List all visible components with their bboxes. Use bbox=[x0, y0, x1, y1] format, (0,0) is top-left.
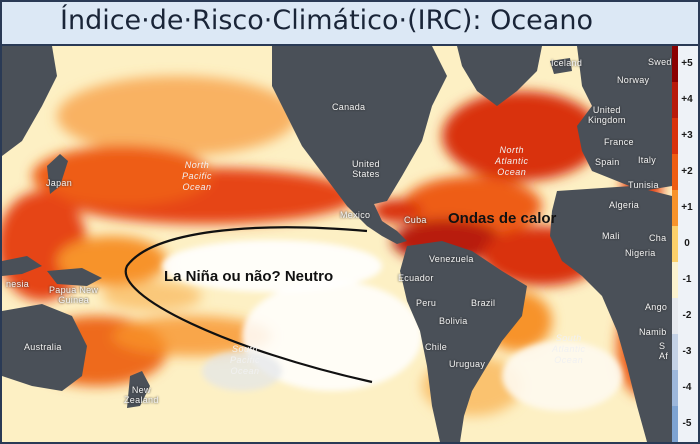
iceland-land bbox=[550, 58, 572, 74]
climate-risk-map bbox=[2, 46, 672, 442]
europe-land bbox=[577, 46, 672, 191]
label-iceland: Iceland bbox=[551, 58, 583, 68]
label-uk: United Kingdom bbox=[588, 105, 626, 125]
legend-tick-label: -2 bbox=[682, 310, 692, 321]
greenland-land bbox=[457, 46, 542, 106]
legend-tick-label: +1 bbox=[681, 202, 693, 213]
label-usa: United States bbox=[352, 159, 380, 179]
label-peru: Peru bbox=[416, 298, 437, 308]
legend-tick-label: +2 bbox=[681, 166, 693, 177]
legend-swatch bbox=[672, 370, 678, 407]
legend-swatch bbox=[672, 406, 678, 442]
new-zealand-land bbox=[127, 371, 150, 408]
enso-arc bbox=[124, 226, 373, 384]
east-asia-land bbox=[2, 46, 57, 156]
north-america-land bbox=[272, 46, 447, 211]
annotation-enso: La Niña ou não? Neutro bbox=[164, 268, 334, 285]
label-chile: Chile bbox=[425, 342, 448, 352]
legend-swatch bbox=[672, 334, 678, 371]
label-france: France bbox=[604, 137, 634, 147]
label-south-africa: S Af bbox=[659, 341, 669, 361]
legend-swatch bbox=[672, 226, 678, 263]
papua-land bbox=[47, 268, 102, 286]
label-north-atlantic: North Atlantic Ocean bbox=[495, 145, 529, 177]
label-new-zealand: New Zealand bbox=[124, 385, 159, 405]
legend-tick-background bbox=[678, 46, 698, 442]
legend-tick-label: +3 bbox=[681, 130, 693, 141]
label-papua: Papua New Guinea bbox=[49, 285, 99, 305]
legend-swatch bbox=[672, 46, 678, 83]
label-norway: Norway bbox=[617, 75, 650, 85]
australia-land bbox=[2, 304, 87, 391]
label-japan: Japan bbox=[46, 178, 73, 188]
legend-tick-label: 0 bbox=[684, 238, 690, 249]
legend-swatch bbox=[672, 298, 678, 335]
legend-tick-label: -4 bbox=[682, 382, 692, 393]
label-nigeria: Nigeria bbox=[625, 248, 656, 258]
land-layer bbox=[2, 46, 672, 442]
label-algeria: Algeria bbox=[609, 200, 640, 210]
label-ecuador: Ecuador bbox=[398, 273, 434, 283]
legend-colorbar bbox=[672, 46, 698, 442]
uk-land bbox=[594, 101, 614, 131]
neutral-anomaly-layer bbox=[162, 240, 622, 411]
page-title: Índice·de·Risco·Climático·(IRC): Oceano bbox=[60, 5, 593, 36]
legend-tick-label: -1 bbox=[682, 274, 692, 285]
legend-tick-label: -5 bbox=[682, 418, 692, 429]
label-sweden: Swed bbox=[648, 57, 672, 67]
label-cuba: Cuba bbox=[404, 215, 427, 225]
label-mexico: Mexico bbox=[340, 210, 371, 220]
legend-swatch bbox=[672, 118, 678, 155]
legend-tick-label: +5 bbox=[681, 58, 693, 69]
label-australia: Australia bbox=[24, 342, 62, 352]
label-uruguay: Uruguay bbox=[449, 359, 486, 369]
label-south-pacific: South Pacific Ocean bbox=[230, 344, 261, 376]
africa-land bbox=[550, 186, 672, 442]
label-tunisia: Tunisia bbox=[628, 180, 659, 190]
legend-tick-label: -3 bbox=[682, 346, 692, 357]
indonesia-land bbox=[2, 256, 42, 276]
legend-swatch bbox=[672, 190, 678, 227]
label-north-pacific: North Pacific Ocean bbox=[182, 160, 213, 192]
label-canada: Canada bbox=[332, 102, 366, 112]
title-bar: Índice·de·Risco·Climático·(IRC): Oceano bbox=[2, 2, 698, 46]
label-namibia: Namib bbox=[639, 327, 667, 337]
label-bolivia: Bolivia bbox=[439, 316, 468, 326]
label-angola: Ango bbox=[645, 302, 668, 312]
label-spain: Spain bbox=[595, 157, 620, 167]
legend-swatch bbox=[672, 154, 678, 191]
japan-land bbox=[47, 154, 68, 194]
label-chad: Cha bbox=[649, 233, 667, 243]
central-america-land bbox=[347, 204, 407, 244]
label-indonesia: nesia bbox=[6, 279, 30, 289]
label-italy: Italy bbox=[638, 155, 657, 165]
legend-tick-label: +4 bbox=[681, 94, 693, 105]
annotation-heatwave: Ondas de calor bbox=[448, 210, 557, 227]
label-mali: Mali bbox=[602, 231, 620, 241]
legend-swatch bbox=[672, 262, 678, 299]
label-venezuela: Venezuela bbox=[429, 254, 474, 264]
label-brazil: Brazil bbox=[471, 298, 496, 308]
south-america-land bbox=[400, 241, 527, 442]
legend-swatch bbox=[672, 82, 678, 119]
label-south-atlantic: South Atlantic Ocean bbox=[552, 333, 586, 365]
